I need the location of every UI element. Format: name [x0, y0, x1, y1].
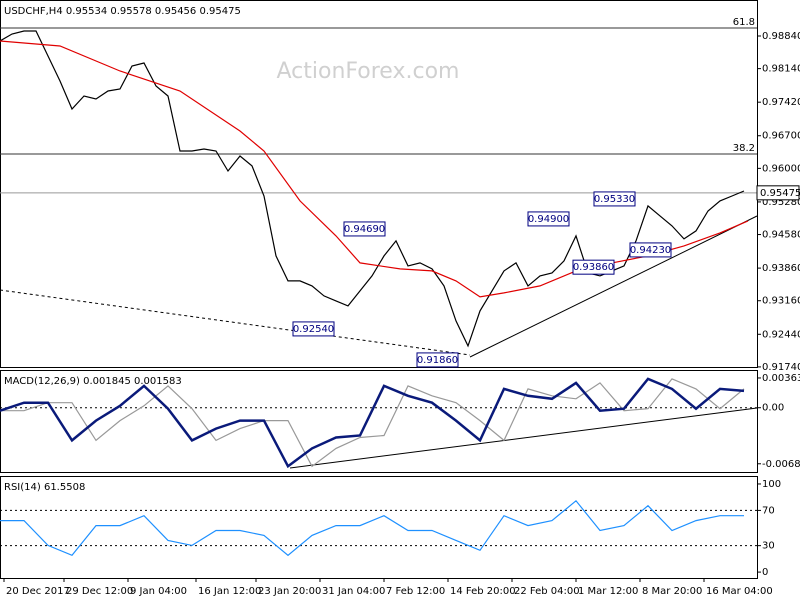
frames	[0, 0, 758, 579]
price-annotation-box	[629, 242, 672, 258]
x-tick-label: 14 Feb 20:00	[450, 586, 516, 597]
y-tick-label: 0.98140	[762, 64, 800, 75]
price-annotation-box	[292, 321, 335, 337]
y-tick-label: 0.92440	[762, 329, 800, 340]
y-tick-label: 0.95280	[762, 197, 800, 208]
watermark: ActionForex.com	[277, 59, 460, 84]
y-tick-label: -0.006855	[762, 459, 800, 470]
y-tick-label: 0.96700	[762, 131, 800, 142]
price-annotation: 0.94230	[630, 245, 671, 256]
price-annotation-box	[416, 352, 459, 368]
price-frame	[0, 0, 758, 368]
support-line	[0, 289, 471, 356]
price-annotation: 0.92540	[293, 324, 334, 335]
macd-frame	[0, 370, 758, 473]
price-annotation-box	[572, 259, 615, 275]
last-price-label: 0.95475	[760, 188, 800, 199]
price-annotation: 0.94690	[344, 224, 385, 235]
y-tick-label: 0.93860	[762, 263, 800, 274]
x-tick-label: 20 Dec 2017	[6, 586, 70, 597]
price-annotation-box	[343, 221, 386, 237]
fib-level-label: 38.2	[733, 143, 755, 154]
series-line	[0, 30, 745, 348]
x-tick-label: 8 Mar 20:00	[642, 586, 702, 597]
y-tick-label: 0.93160	[762, 296, 800, 307]
panel-title: USDCHF,H4 0.95534 0.95578 0.95456 0.9547…	[4, 6, 241, 17]
y-tick-label: 70	[762, 505, 775, 516]
panel-title: RSI(14) 61.5508	[4, 482, 85, 493]
x-tick-label: 31 Jan 04:00	[322, 586, 385, 597]
series-line	[0, 378, 745, 468]
y-tick-label: 0.003638	[762, 373, 800, 384]
price-annotation: 0.95330	[594, 194, 635, 205]
x-tick-label: 1 Mar 12:00	[578, 586, 638, 597]
x-tick-label: 16 Jan 12:00	[198, 586, 261, 597]
y-tick-label: 30	[762, 541, 775, 552]
x-tick-label: 9 Jan 04:00	[130, 586, 187, 597]
trend-line	[469, 215, 758, 358]
x-tick-label: 16 Mar 04:00	[706, 586, 773, 597]
price-annotation: 0.94900	[528, 214, 569, 225]
series-line	[0, 499, 744, 557]
x-tick-label: 23 Jan 20:00	[258, 586, 321, 597]
y-tick-label: 0.91740	[762, 362, 800, 373]
y-tick-label: 0.94580	[762, 230, 800, 241]
y-tick-label: 100	[762, 479, 781, 490]
y-tick-label: 0.00	[762, 403, 784, 414]
price-annotation-box	[593, 191, 636, 207]
y-tick-label: 0.97420	[762, 97, 800, 108]
y-tick-label: 0.96000	[762, 163, 800, 174]
price-annotation: 0.93860	[573, 262, 614, 273]
rsi-frame	[0, 476, 758, 579]
price-annotation-box	[527, 211, 570, 227]
price-annotation: 0.91860	[417, 355, 458, 366]
x-tick-label: 22 Feb 04:00	[514, 586, 580, 597]
x-tick-label: 7 Feb 12:00	[386, 586, 445, 597]
y-tick-label: 0.98840	[762, 31, 800, 42]
series-line	[0, 40, 749, 298]
panel-title: MACD(12,26,9) 0.001845 0.001583	[4, 376, 182, 387]
y-tick-label: 0	[762, 567, 768, 578]
last-price-box	[756, 185, 800, 201]
macd-trend-line	[289, 407, 758, 469]
fib-level-label: 61.8	[733, 17, 755, 28]
x-tick-label: 29 Dec 12:00	[66, 586, 133, 597]
series-line	[0, 377, 745, 469]
